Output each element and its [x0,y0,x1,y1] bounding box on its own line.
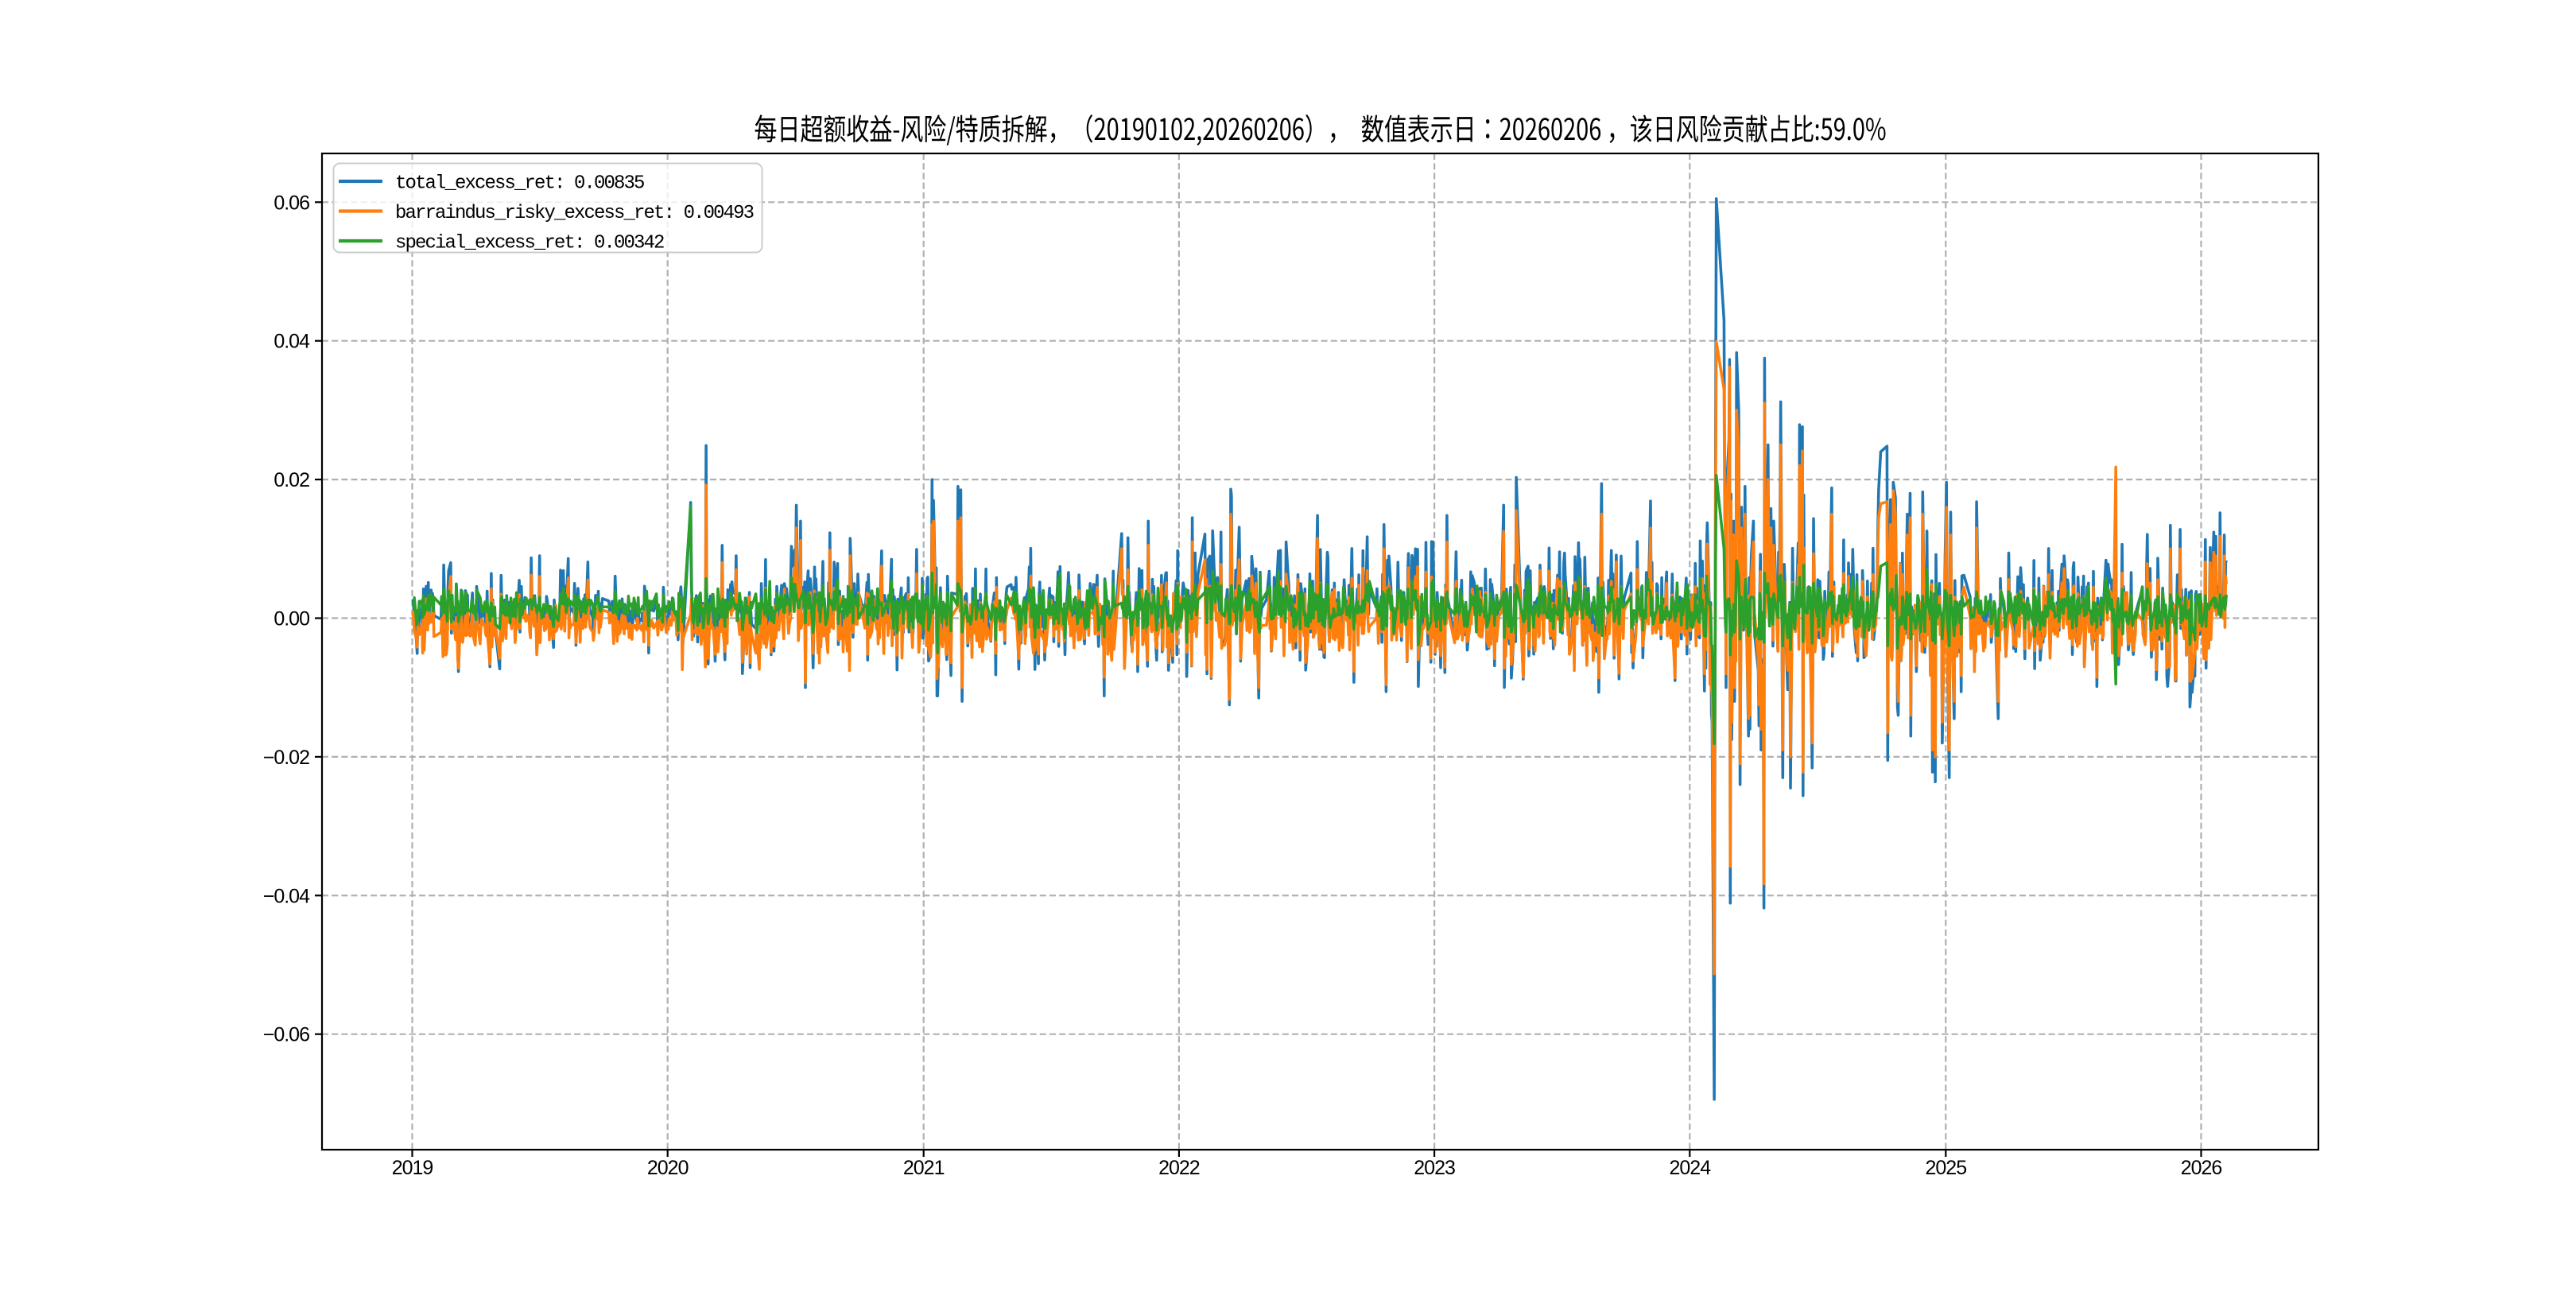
svg-text:2025: 2025 [1925,1157,1966,1179]
svg-text:0.00: 0.00 [274,608,309,630]
svg-text:2026: 2026 [2181,1157,2222,1179]
svg-text:2021: 2021 [903,1157,945,1179]
svg-text:special_excess_ret: 0.00342: special_excess_ret: 0.00342 [395,233,664,254]
svg-text:−0.02: −0.02 [263,747,309,769]
svg-text:−0.06: −0.06 [263,1024,309,1046]
svg-text:2022: 2022 [1158,1157,1200,1179]
svg-text:0.02: 0.02 [274,469,309,491]
svg-text:barraindus_risky_excess_ret: 0: barraindus_risky_excess_ret: 0.00493 [395,203,754,224]
svg-text:total_excess_ret: 0.00835: total_excess_ret: 0.00835 [395,173,644,195]
svg-text:0.04: 0.04 [274,331,310,353]
svg-text:2023: 2023 [1414,1157,1455,1179]
svg-text:2024: 2024 [1669,1157,1711,1179]
svg-text:−0.04: −0.04 [263,885,310,907]
svg-text:2019: 2019 [392,1157,433,1179]
svg-text:2020: 2020 [647,1157,689,1179]
svg-text:0.06: 0.06 [274,192,309,214]
